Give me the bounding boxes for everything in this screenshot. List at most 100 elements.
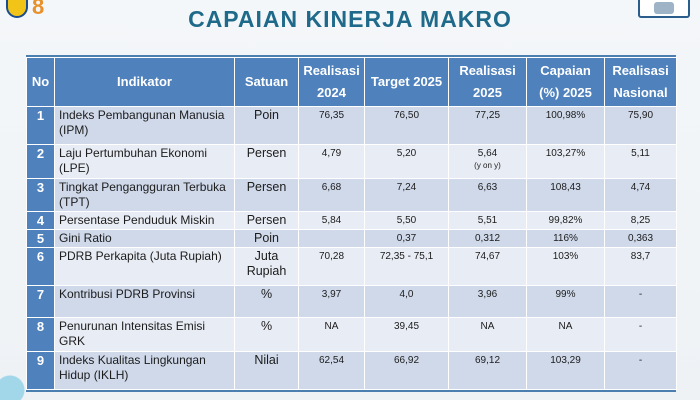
realisasi-nasional-cell: 83,7 xyxy=(604,246,677,287)
indikator-cell-text: PDRB Perkapita (Juta Rupiah) xyxy=(59,248,222,263)
realisasi-2024-cell-text: NA xyxy=(324,321,339,333)
row-number-cell: 9 xyxy=(26,350,55,391)
realisasi-2024-cell: 70,28 xyxy=(298,246,365,287)
realisasi-2024-cell-text: 5,84 xyxy=(321,214,342,226)
target-2025-cell: 39,45 xyxy=(364,317,449,352)
realisasi-nasional-cell: 75,90 xyxy=(604,105,677,146)
target-2025-cell-text: 0,37 xyxy=(396,232,417,244)
target-2025-cell: 72,35 - 75,1 xyxy=(364,246,449,287)
target-2025-cell: 7,24 xyxy=(364,177,449,212)
realisasi-2024-cell: 3,97 xyxy=(298,285,365,319)
realisasi-nasional-cell-text: 4,74 xyxy=(630,181,651,193)
institution-logo-icon xyxy=(638,0,690,18)
realisasi-2024-cell-text: 6,68 xyxy=(321,181,342,193)
realisasi-2025-cell: 5,51 xyxy=(448,210,527,230)
realisasi-2024-cell: 5,84 xyxy=(298,210,365,230)
realisasi-2024-cell-text: 76,35 xyxy=(318,110,345,121)
row-number-cell-text: 7 xyxy=(36,287,45,303)
satuan-cell: Persen xyxy=(234,144,299,179)
realisasi-2024-cell xyxy=(298,228,365,248)
satuan-cell-text: Juta Rupiah xyxy=(246,248,287,278)
capaian-2025-cell-text: 108,43 xyxy=(550,181,581,193)
header-logo-left: 8 xyxy=(2,0,112,22)
col-header-realisasi-2025: Realisasi 2025 xyxy=(448,57,527,107)
table-row: 9 Indeks Kualitas Lingkungan Hidup (IKLH)… xyxy=(26,350,677,391)
col-header-realisasi-2024: Realisasi 2024 xyxy=(298,57,365,107)
realisasi-2025-cell: 3,96 xyxy=(448,285,527,319)
row-number-cell: 2 xyxy=(26,144,55,179)
capaian-2025-cell: 100,98% xyxy=(526,105,605,146)
col-header-realisasi-nasional: Realisasi Nasional xyxy=(604,57,677,107)
realisasi-2024-cell-text: 4,79 xyxy=(321,148,342,160)
realisasi-nasional-cell: - xyxy=(604,350,677,391)
realisasi-2024-cell-text: 62,54 xyxy=(318,354,345,366)
row-number-cell: 8 xyxy=(26,317,55,352)
realisasi-2025-cell-text: 5,64 xyxy=(477,148,498,160)
realisasi-2025-cell: 5,64 (y on y) xyxy=(448,144,527,179)
indikator-cell-text: Indeks Kualitas Lingkungan Hidup (IKLH) xyxy=(59,352,206,382)
realisasi-2024-cell: 76,35 xyxy=(298,105,365,146)
realisasi-2024-cell: 62,54 xyxy=(298,350,365,391)
realisasi-nasional-cell-text: 5,11 xyxy=(631,148,650,160)
capaian-2025-cell: 99,82% xyxy=(526,210,605,230)
realisasi-2025-cell: NA xyxy=(448,317,527,352)
realisasi-nasional-cell-text: 8,25 xyxy=(630,214,651,226)
realisasi-2025-cell-text: 5,51 xyxy=(477,214,498,226)
realisasi-2025-cell-text: 69,12 xyxy=(474,354,501,366)
realisasi-2025-cell: 69,12 xyxy=(448,350,527,391)
target-2025-cell-text: 7,24 xyxy=(396,181,417,193)
realisasi-nasional-cell-text: - xyxy=(638,354,643,366)
satuan-cell-text: % xyxy=(260,287,273,302)
table-row: 1 Indeks Pembangunan Manusia (IPM) Poin 76,… xyxy=(26,105,677,146)
realisasi-2024-cell-text: 70,28 xyxy=(318,250,345,262)
target-2025-cell-text: 5,50 xyxy=(396,214,417,226)
indikator-cell-text: Persentase Penduduk Miskin xyxy=(59,212,215,227)
indikator-cell: Indeks Pembangunan Manusia (IPM) xyxy=(54,105,235,146)
satuan-cell: Persen xyxy=(234,210,299,230)
capaian-2025-cell-text: 100,98% xyxy=(545,110,586,121)
row-number-cell-text: 1 xyxy=(36,108,45,123)
satuan-cell-text: Nilai xyxy=(254,352,279,367)
realisasi-2025-cell: 74,67 xyxy=(448,246,527,287)
row-number-cell: 5 xyxy=(26,228,55,248)
table-row: 4 Persentase Penduduk Miskin Persen 5,84 5,5… xyxy=(26,210,677,230)
capaian-2025-cell-text: 116% xyxy=(553,232,578,244)
realisasi-2025-cell: 77,25 xyxy=(448,105,527,146)
target-2025-cell-text: 39,45 xyxy=(393,321,420,333)
row-number-cell-text: 8 xyxy=(36,319,45,335)
satuan-cell-text: Persen xyxy=(246,146,287,161)
realisasi-2025-cell: 0,312 xyxy=(448,228,527,248)
target-2025-cell-text: 66,92 xyxy=(393,354,420,366)
target-2025-cell-text: 5,20 xyxy=(396,148,417,160)
satuan-cell: % xyxy=(234,285,299,319)
target-2025-cell: 4,0 xyxy=(364,285,449,319)
realisasi-2024-cell: 4,79 xyxy=(298,144,365,179)
indikator-cell: Indeks Kualitas Lingkungan Hidup (IKLH) xyxy=(54,350,235,391)
province-seal-icon xyxy=(6,0,28,18)
realisasi-2025-cell-text: 0,312 xyxy=(474,232,501,244)
indikator-cell: Kontribusi PDRB Provinsi xyxy=(54,285,235,319)
row-number-cell-text: 6 xyxy=(36,248,45,264)
satuan-cell: Juta Rupiah xyxy=(234,246,299,287)
indikator-cell: PDRB Perkapita (Juta Rupiah) xyxy=(54,246,235,287)
satuan-cell: Persen xyxy=(234,177,299,212)
table-row: 7 Kontribusi PDRB Provinsi% 3,97 4,0 3,96 99%… xyxy=(26,285,677,319)
capaian-2025-cell-text: 99% xyxy=(555,289,576,301)
target-2025-cell-text: 4,0 xyxy=(399,289,414,301)
indikator-cell: Tingkat Pengangguran Terbuka (TPT) xyxy=(54,177,235,212)
row-number-cell: 6 xyxy=(26,246,55,287)
realisasi-nasional-cell-text: 83,7 xyxy=(630,250,651,262)
col-header-no: No xyxy=(26,57,55,107)
realisasi-2025-cell-text: 6,63 xyxy=(477,181,498,193)
row-number-cell-text: 2 xyxy=(36,146,45,162)
capaian-2025-cell-text: NA xyxy=(558,321,573,333)
satuan-cell-text: Poin xyxy=(253,108,280,122)
capaian-2025-cell-text: 103,27% xyxy=(545,148,586,160)
capaian-2025-cell: 103% xyxy=(526,246,605,287)
capaian-2025-cell-text: 103% xyxy=(552,250,579,262)
target-2025-cell-text: 76,50 xyxy=(393,110,420,121)
realisasi-nasional-cell-text: 0,363 xyxy=(627,232,654,244)
capaian-2025-cell: NA xyxy=(526,317,605,352)
capaian-2025-cell: 116% xyxy=(526,228,605,248)
satuan-cell-text: % xyxy=(260,319,273,334)
